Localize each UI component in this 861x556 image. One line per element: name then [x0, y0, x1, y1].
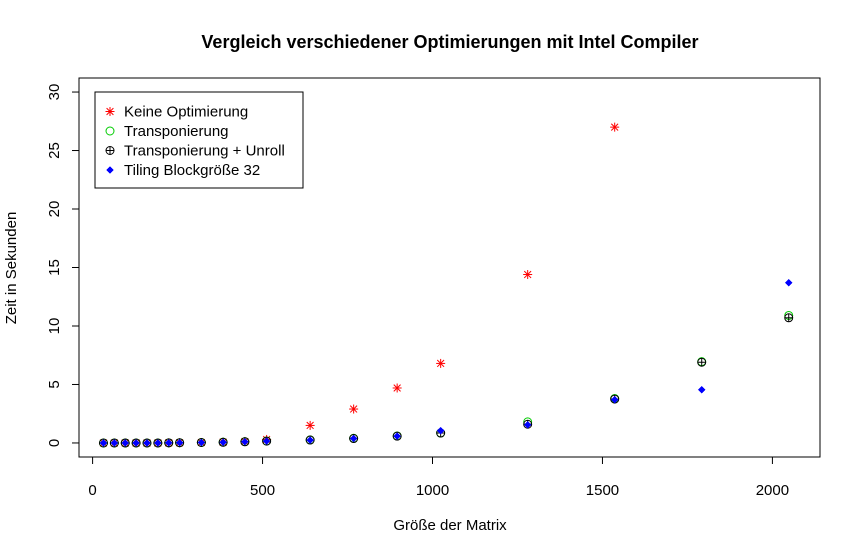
y-axis: 0 5 10 15 20 25 30 [46, 84, 80, 447]
data-point [132, 439, 140, 447]
legend-marker [105, 146, 115, 155]
series-1 [98, 310, 794, 448]
legend-item: Tiling Blockgröße 32 [106, 162, 260, 179]
data-point [784, 313, 794, 323]
data-point [523, 270, 533, 280]
x-axis-label: Größe der Matrix [393, 517, 507, 534]
legend-item: Keine Optimierung [105, 104, 248, 121]
data-point [154, 439, 162, 447]
data-point [175, 438, 184, 447]
x-tick-label: 2000 [756, 482, 789, 499]
x-tick-label: 0 [88, 482, 96, 499]
series-3 [99, 278, 793, 447]
data-point [436, 358, 446, 368]
data-point [610, 395, 619, 404]
legend-item: Transponierung [105, 123, 229, 140]
data-point [241, 437, 249, 446]
y-tick-label: 0 [46, 439, 63, 447]
y-tick-label: 15 [46, 259, 63, 276]
legend-box [94, 91, 304, 189]
data-point [143, 439, 151, 447]
data-point [349, 404, 359, 414]
legend-label: Tiling Blockgröße 32 [124, 162, 260, 179]
data-point [523, 420, 532, 429]
chart-title: Vergleich verschiedener Optimierungen mi… [201, 32, 698, 52]
y-tick-label: 30 [46, 84, 63, 101]
y-tick-label: 5 [46, 380, 63, 388]
series-2 [98, 313, 794, 448]
x-tick-label: 1500 [586, 482, 619, 499]
data-point [305, 420, 315, 430]
legend-label: Keine Optimierung [124, 104, 248, 121]
legend-marker [105, 107, 115, 116]
legend-label: Transponierung [124, 123, 229, 140]
data-point [392, 383, 402, 393]
data-point [697, 357, 707, 367]
legend-item: Transponierung + Unroll [105, 143, 285, 160]
y-tick-label: 25 [46, 142, 63, 159]
legend-marker [106, 166, 114, 174]
data-point [197, 438, 206, 447]
data-point [436, 426, 445, 435]
data-point [349, 434, 358, 443]
data-point [164, 438, 173, 447]
x-tick-label: 1000 [416, 482, 449, 499]
x-tick-label: 500 [250, 482, 275, 499]
data-point [121, 439, 130, 447]
data-point [393, 432, 402, 441]
data-point [110, 439, 119, 447]
data-point [306, 436, 314, 445]
y-tick-label: 10 [46, 318, 63, 335]
data-point [610, 122, 620, 132]
y-axis-label: Zeit in Sekunden [3, 212, 20, 325]
y-tick-label: 20 [46, 201, 63, 218]
data-point [219, 438, 227, 447]
x-axis: 0 500 1000 1500 2000 [88, 456, 789, 499]
data-point [697, 385, 706, 394]
data-point [784, 278, 793, 287]
legend: Keine Optimierung Transponierung Transponi… [94, 91, 304, 189]
legend-marker [105, 126, 115, 136]
data-points [98, 122, 794, 448]
legend-label: Transponierung + Unroll [124, 143, 285, 160]
data-point [262, 437, 271, 445]
data-point [99, 439, 108, 447]
